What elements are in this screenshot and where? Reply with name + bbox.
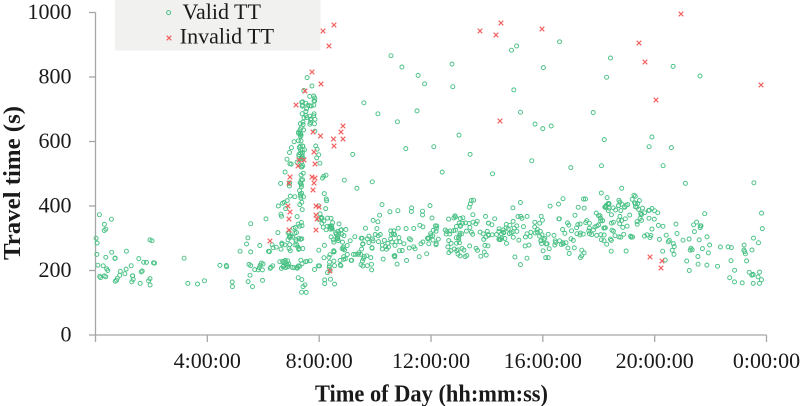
- svg-text:200: 200: [39, 257, 72, 282]
- svg-text:20:00:00: 20:00:00: [616, 348, 694, 373]
- svg-text:Travel time (s): Travel time (s): [0, 106, 26, 260]
- svg-text:Valid TT: Valid TT: [183, 0, 262, 24]
- svg-text:600: 600: [39, 128, 72, 153]
- svg-text:16:00:00: 16:00:00: [504, 348, 582, 373]
- svg-text:Invalid TT: Invalid TT: [180, 24, 275, 49]
- svg-text:12:00:00: 12:00:00: [392, 348, 470, 373]
- svg-text:800: 800: [39, 64, 72, 89]
- svg-text:0:00:00: 0:00:00: [733, 348, 800, 373]
- svg-text:400: 400: [39, 193, 72, 218]
- svg-text:0: 0: [61, 322, 72, 347]
- svg-text:8:00:00: 8:00:00: [286, 348, 353, 373]
- svg-text:Time of Day (hh:mm:ss): Time of Day (hh:mm:ss): [315, 381, 548, 406]
- svg-text:4:00:00: 4:00:00: [174, 348, 241, 373]
- svg-text:1000: 1000: [28, 0, 72, 24]
